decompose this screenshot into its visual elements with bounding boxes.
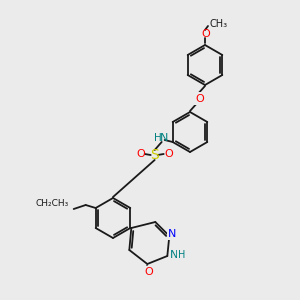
Text: S: S	[150, 148, 159, 162]
Text: O: O	[195, 94, 204, 103]
Text: CH₂CH₃: CH₂CH₃	[35, 200, 69, 208]
Text: N: N	[170, 250, 178, 260]
Text: O: O	[202, 29, 210, 39]
Text: O: O	[136, 149, 145, 159]
Text: CH₃: CH₃	[210, 19, 228, 29]
Text: O: O	[164, 149, 173, 159]
Text: O: O	[144, 267, 153, 277]
Text: N: N	[160, 133, 168, 143]
Text: N: N	[168, 229, 176, 239]
Text: H: H	[178, 250, 185, 260]
Text: H: H	[154, 133, 162, 143]
